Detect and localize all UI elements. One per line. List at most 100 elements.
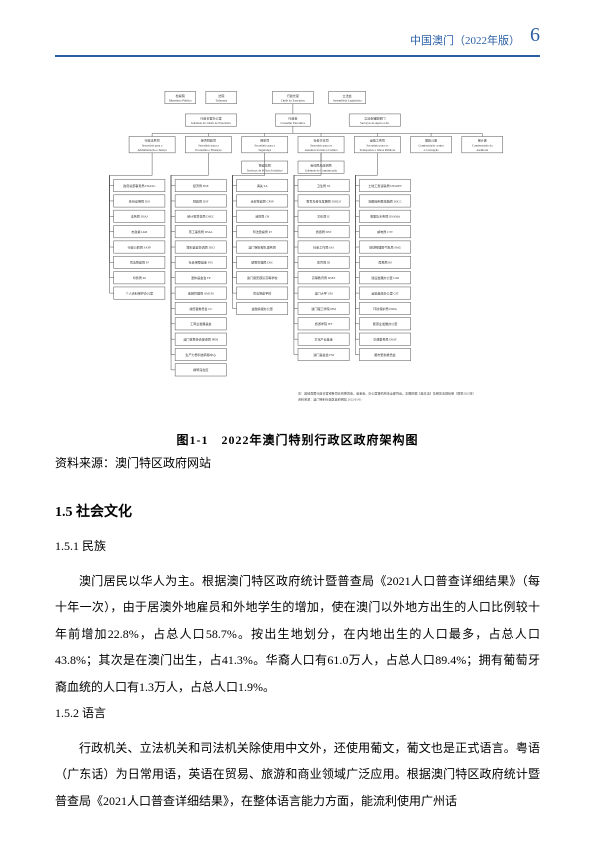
svg-text:Transportes e Obras Públicas: Transportes e Obras Públicas (359, 148, 396, 152)
svg-text:澳门理工学院 IPM: 澳门理工学院 IPM (311, 306, 336, 311)
svg-text:澳门保安部队事务局: 澳门保安部队事务局 (248, 244, 276, 249)
svg-text:交通事务局 DSAT: 交通事务局 DSAT (373, 336, 397, 341)
svg-text:运输基建办公室 GIT: 运输基建办公室 GIT (371, 290, 398, 295)
figure-source: 资料来源：澳门特区政府网站 (55, 454, 540, 471)
svg-text:市政署 IAM: 市政署 IAM (131, 229, 147, 234)
svg-text:惩教管理局 DSC: 惩教管理局 DSC (251, 260, 273, 265)
document-page: 中国澳门（2022年版） 6 检察院Ministério Público法院Tr… (0, 0, 595, 858)
svg-text:印务局 IO: 印务局 IO (132, 275, 146, 280)
svg-text:经济财政司: 经济财政司 (200, 138, 215, 143)
svg-text:环境保护局 DSPA: 环境保护局 DSPA (373, 306, 397, 311)
svg-text:Administração e Justiça: Administração e Justiça (137, 148, 167, 152)
svg-text:Economia e Finanças: Economia e Finanças (195, 148, 222, 152)
svg-text:海关 SA: 海关 SA (256, 183, 268, 188)
svg-text:Secretário para os: Secretário para os (366, 144, 389, 148)
svg-text:社会工作局 IAS: 社会工作局 IAS (313, 244, 334, 249)
svg-text:行政长官: 行政长官 (286, 93, 298, 98)
svg-text:Ministério Público: Ministério Público (168, 99, 191, 103)
svg-text:澳门基金会 FM: 澳门基金会 FM (313, 352, 334, 357)
svg-text:保安司: 保安司 (260, 138, 269, 143)
svg-text:地图绘制暨地籍局 DSCC: 地图绘制暨地籍局 DSCC (368, 198, 401, 203)
svg-text:博彩监察协调局 DICJ: 博彩监察协调局 DICJ (186, 244, 215, 249)
svg-text:行政长官办公室: 行政长官办公室 (200, 115, 221, 120)
svg-text:海事及水务局 DSAMA: 海事及水务局 DSAMA (369, 214, 400, 219)
svg-text:建设发展办公室 GDI: 建设发展办公室 GDI (371, 275, 399, 280)
svg-text:Secretário para os: Secretário para os (310, 144, 333, 148)
svg-text:Chefe do Executivo: Chefe do Executivo (280, 99, 305, 103)
svg-text:教育及青年发展局 DSEDJ: 教育及青年发展局 DSEDJ (306, 198, 341, 203)
svg-text:Secretário para a: Secretário para a (198, 144, 219, 148)
svg-text:检察院: 检察院 (175, 93, 184, 98)
svg-text:澳门贸易投资促进局 IPIM: 澳门贸易投资促进局 IPIM (183, 336, 218, 341)
svg-text:行政会: 行政会 (288, 115, 297, 120)
svg-text:Comissariado da: Comissariado da (472, 144, 493, 148)
svg-text:劳工事务局 DSAL: 劳工事务局 DSAL (188, 229, 212, 234)
svg-text:财政局 DSF: 财政局 DSF (192, 198, 208, 203)
svg-text:房屋局 IH: 房屋局 IH (378, 260, 392, 265)
svg-text:Gabinete do Chefe do Executivo: Gabinete do Chefe do Executivo (190, 121, 230, 125)
svg-text:Assuntos Sociais e Cultura: Assuntos Sociais e Cultura (304, 148, 338, 152)
svg-text:资料来源：澳门特别行政区政府网站 2022/01/01: 资料来源：澳门特别行政区政府网站 2022/01/01 (298, 397, 362, 402)
svg-text:Conselho Executivo: Conselho Executivo (280, 121, 305, 125)
svg-text:司法警察局 PJ: 司法警察局 PJ (129, 260, 149, 265)
paragraph-ethnic: 澳门居民以华人为主。根据澳门特区政府统计暨普查局《2021人口普查详细结果》（每… (55, 568, 540, 700)
svg-text:澳门保安部队高等学校: 澳门保安部队高等学校 (246, 275, 277, 280)
svg-text:个人资料保护办公室: 个人资料保护办公室 (125, 290, 153, 295)
section-heading-1-5-2: 1.5.2 语言 (55, 704, 540, 721)
svg-text:立法会: 立法会 (342, 93, 351, 98)
svg-text:Secretário para a: Secretário para a (141, 144, 162, 148)
svg-text:统计暨普查局 DSEC: 统计暨普查局 DSEC (187, 214, 214, 219)
svg-text:廉政公署: 廉政公署 (424, 138, 436, 143)
svg-text:消防局 CB: 消防局 CB (255, 214, 269, 219)
svg-text:土地工务运输局 DSSOPT: 土地工务运输局 DSSOPT (368, 183, 402, 188)
svg-text:都市更新委员会: 都市更新委员会 (374, 352, 395, 357)
figure-caption: 图1-1 2022年澳门特别行政区政府架构图 (55, 431, 540, 448)
svg-text:Secretário para a: Secretário para a (254, 144, 275, 148)
svg-text:旅游学院 IFT: 旅游学院 IFT (314, 321, 332, 326)
svg-text:行政法务司: 行政法务司 (144, 138, 159, 143)
svg-text:治安警察局 CPSP: 治安警察局 CPSP (250, 198, 274, 203)
page-header: 中国澳门（2022年版） 6 (55, 28, 540, 57)
svg-text:注：其他直属行政长官或各司长的委员会、基金会、办公室等机构未: 注：其他直属行政长官或各司长的委员会、基金会、办公室等机构未全部列出。本图依据《… (298, 390, 476, 395)
svg-text:工商业发展基金: 工商业发展基金 (190, 321, 211, 326)
svg-text:社会文化司: 社会文化司 (313, 138, 328, 143)
svg-text:身份证明局 DSI: 身份证明局 DSI (128, 198, 149, 203)
svg-text:地球物理暨气象局 SMG: 地球物理暨气象局 SMG (369, 244, 402, 249)
org-chart-container: 检察院Ministério Público 法院Tribunais 行政长官Chef… (55, 71, 540, 421)
svg-text:司法警察局 PJ: 司法警察局 PJ (252, 229, 272, 234)
section-heading-1-5-1: 1.5.1 民族 (55, 537, 540, 554)
svg-text:消费者委员会 CC: 消费者委员会 CC (189, 306, 212, 311)
svg-text:文化产业基金: 文化产业基金 (314, 336, 332, 341)
section-heading-1-5: 1.5 社会文化 (55, 501, 540, 521)
svg-text:法院: 法院 (218, 93, 224, 98)
svg-text:旅游局 DST: 旅游局 DST (315, 229, 331, 234)
svg-text:Serviços de Apoio à AL: Serviços de Apoio à AL (360, 121, 389, 125)
svg-text:审计署: 审计署 (477, 138, 486, 143)
svg-text:行政公职局 SAFP: 行政公职局 SAFP (127, 244, 151, 249)
svg-text:Auditoria: Auditoria (476, 148, 488, 152)
svg-text:金融情报办公室: 金融情报办公室 (251, 306, 272, 311)
svg-text:社会保障基金 FSS: 社会保障基金 FSS (188, 260, 213, 265)
header-title: 中国澳门（2022年版） (410, 32, 520, 48)
org-chart-svg: 检察院Ministério Público 法院Tribunais 行政长官Chef… (83, 71, 513, 421)
svg-text:卫生局 SS: 卫生局 SS (316, 183, 330, 188)
svg-text:文化局 IC: 文化局 IC (317, 214, 330, 219)
svg-text:金融管理局 AMCM: 金融管理局 AMCM (187, 290, 213, 295)
svg-text:体育局 ID: 体育局 ID (317, 260, 331, 265)
svg-text:政府总部事务局 DSASG: 政府总部事务局 DSASG (123, 183, 156, 188)
svg-text:法务局 DSAJ: 法务局 DSAJ (130, 214, 148, 219)
svg-text:Assembleia Legislativa: Assembleia Legislativa (332, 99, 361, 103)
svg-text:生产力暨科技转移中心: 生产力暨科技转移中心 (185, 352, 216, 357)
svg-text:经济局 DSE: 经济局 DSE (192, 183, 208, 188)
svg-text:Tribunais: Tribunais (215, 99, 227, 103)
svg-text:横琴深合区: 横琴深合区 (193, 367, 208, 372)
svg-text:运输工务司: 运输工务司 (369, 138, 384, 143)
svg-text:澳门大学 UM: 澳门大学 UM (314, 290, 332, 295)
svg-text:a Corrupção: a Corrupção (423, 148, 439, 152)
page-number: 6 (530, 24, 540, 47)
svg-text:司法警察学校: 司法警察学校 (252, 290, 270, 295)
svg-text:能源业发展办公室: 能源业发展办公室 (372, 321, 397, 326)
svg-text:Comissariado contra: Comissariado contra (418, 144, 444, 148)
svg-text:高等教育局 DSES: 高等教育局 DSES (311, 275, 335, 280)
svg-text:立法会辅助部门: 立法会辅助部门 (364, 115, 385, 120)
